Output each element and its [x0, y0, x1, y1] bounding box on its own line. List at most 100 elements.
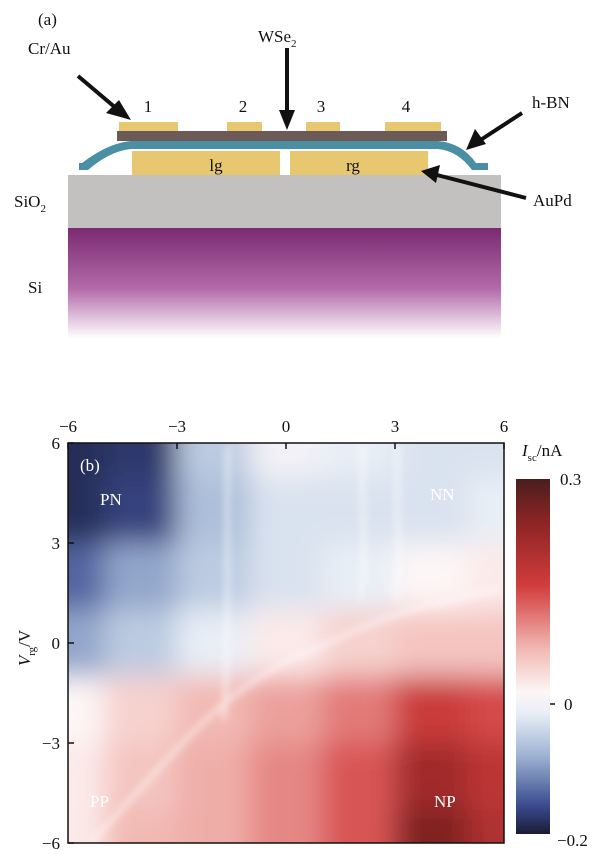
cr-au-arrow-shaft	[76, 74, 119, 111]
heatmap-cell	[104, 443, 178, 478]
contact-3-label: 3	[317, 97, 326, 116]
heatmap-zero-contours	[88, 445, 501, 843]
panel-b: −6 −3 0 3 6 6 3 0 −3 −6 (b) PN NN PP NP Vrg/V 0.3…	[15, 417, 588, 853]
heatmap-cell	[322, 443, 396, 478]
region-label-pn: PN	[100, 490, 122, 509]
colorbar-tick-zero: 0	[564, 695, 573, 714]
heatmap-cell	[467, 543, 504, 611]
heatmap-cell	[467, 476, 504, 544]
heatmap-cell	[395, 443, 469, 478]
heatmap-cell	[395, 809, 469, 843]
heatmap-cell	[104, 609, 178, 678]
contact-2-label: 2	[239, 97, 248, 116]
colorbar-tick-bottom: −0.2	[557, 831, 588, 850]
heatmap-cell	[104, 743, 178, 811]
heatmap-cell	[395, 743, 469, 811]
heatmap-cell	[104, 476, 178, 544]
heatmap-cell	[395, 609, 469, 678]
x-tick-label: 6	[500, 417, 509, 436]
heatmap-cell	[467, 809, 504, 843]
y-tick-label: −6	[42, 834, 60, 853]
hbn-layer	[79, 141, 488, 170]
heatmap-cell	[322, 676, 396, 744]
sio2-label: SiO2	[14, 192, 46, 215]
cr-au-label: Cr/Au	[28, 39, 71, 58]
heatmap-cell	[322, 609, 396, 678]
heatmap-cell	[177, 809, 251, 843]
wse2-layer	[117, 131, 447, 141]
si-label: Si	[28, 278, 42, 297]
left-gate	[132, 151, 280, 175]
heatmap-cell	[177, 443, 251, 478]
panel-b-label: (b)	[80, 456, 100, 475]
heatmap-cells	[68, 443, 504, 843]
rg-label: rg	[346, 156, 360, 175]
heatmap-ticks: −6 −3 0 3 6 6 3 0 −3 −6	[42, 417, 508, 853]
heatmap-cell	[68, 443, 106, 478]
contact-1-pad	[119, 122, 178, 131]
heatmap-cell	[249, 476, 324, 544]
heatmap-cell	[177, 609, 251, 678]
heatmap-cell	[68, 476, 106, 544]
right-gate	[290, 151, 428, 175]
heatmap-cell	[249, 809, 324, 843]
heatmap-cell	[68, 676, 106, 744]
heatmap-cell	[177, 543, 251, 611]
panel-a: (a) 1 2 3 4 lg rg Cr/Au WSe2 h-BN SiO2 S…	[14, 10, 572, 338]
contact-4-label: 4	[402, 97, 411, 116]
heatmap-clip	[68, 443, 504, 843]
aupd-arrow-head	[421, 165, 440, 183]
heatmap-cell	[177, 676, 251, 744]
x-tick-label: 0	[282, 417, 291, 436]
sio2-layer	[68, 175, 501, 228]
wse2-label: WSe2	[258, 27, 297, 50]
heatmap-cell	[467, 676, 504, 744]
heatmap-cell	[467, 609, 504, 678]
si-layer	[68, 228, 501, 338]
heatmap-cell	[322, 809, 396, 843]
heatmap-cell	[322, 476, 396, 544]
zero-contour-diagonal	[88, 588, 501, 843]
zero-contour-vertical	[222, 445, 230, 721]
panel-a-label: (a)	[38, 10, 57, 29]
heatmap-cell	[249, 543, 324, 611]
colorbar-tick-top: 0.3	[560, 470, 581, 489]
heatmap-cell	[395, 676, 469, 744]
heatmap-cell	[467, 743, 504, 811]
heatmap-cell	[68, 543, 106, 611]
region-label-pp: PP	[90, 792, 109, 811]
heatmap-cell	[249, 743, 324, 811]
colorbar-label: Isc/nA	[521, 441, 563, 464]
cr-au-arrow-head	[106, 100, 131, 120]
y-tick-label: 0	[52, 634, 61, 653]
heatmap-cell	[104, 676, 178, 744]
x-tick-label: −3	[168, 417, 186, 436]
heatmap-cell	[177, 743, 251, 811]
heatmap-cell	[68, 743, 106, 811]
annotation-arrows	[76, 48, 527, 200]
heatmap-cell	[395, 543, 469, 611]
contact-2-pad	[227, 122, 262, 131]
x-tick-label: 3	[391, 417, 400, 436]
hbn-label: h-BN	[532, 93, 570, 112]
y-tick-label: 6	[52, 434, 61, 453]
heatmap-cell	[467, 443, 504, 478]
aupd-label: AuPd	[533, 191, 572, 210]
heatmap-cell	[322, 743, 396, 811]
heatmap-cell	[395, 476, 469, 544]
region-label-nn: NN	[430, 485, 455, 504]
zero-contour-ridge-1	[358, 445, 366, 601]
heatmap-cell	[68, 809, 106, 843]
wse2-arrow-head	[279, 110, 295, 130]
contact-1-label: 1	[144, 97, 153, 116]
contact-3-pad	[306, 122, 340, 131]
heatmap-cell	[249, 676, 324, 744]
y-tick-label: 3	[52, 534, 61, 553]
contact-4-pad	[385, 122, 441, 131]
heatmap-cell	[177, 476, 251, 544]
lg-label: lg	[209, 156, 223, 175]
heatmap-cell	[322, 543, 396, 611]
heatmap-cell	[104, 543, 178, 611]
heatmap-cell	[68, 609, 106, 678]
